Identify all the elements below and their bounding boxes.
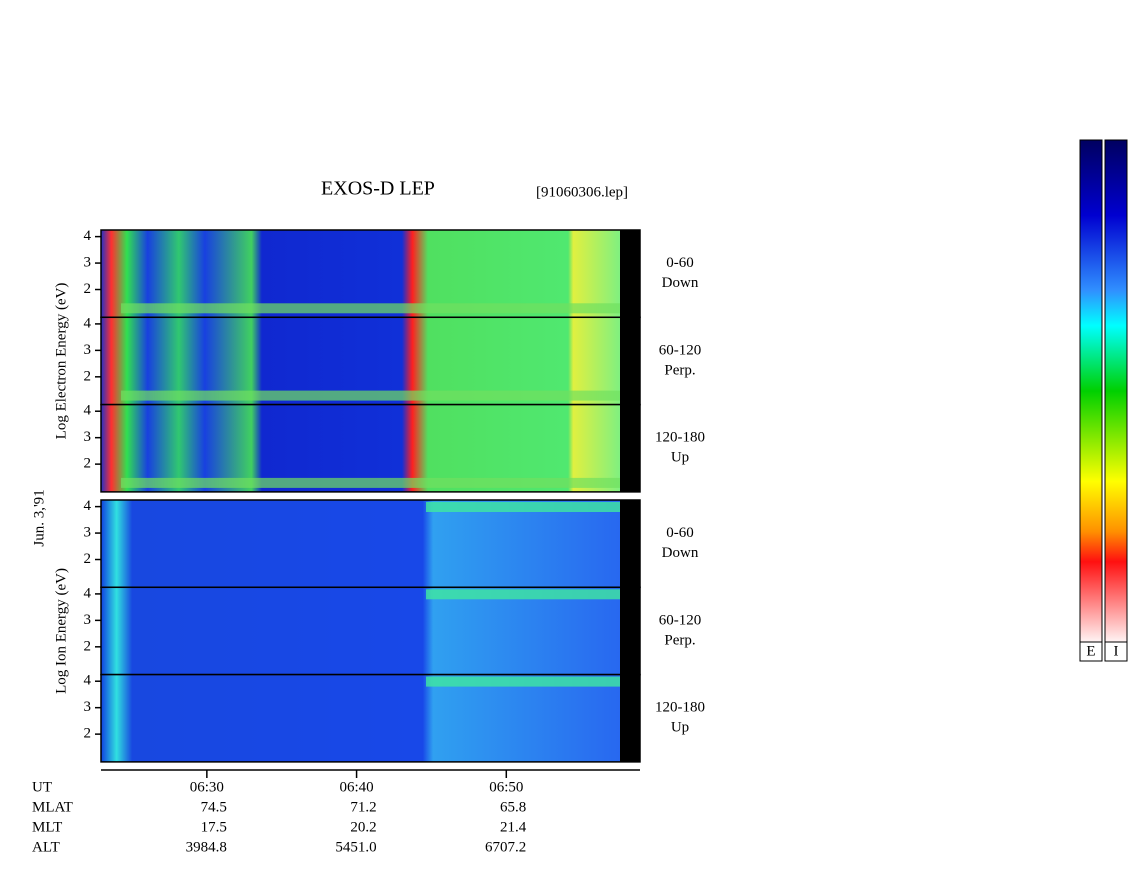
spectrogram-band [426, 589, 620, 600]
spectrogram-image [101, 317, 620, 405]
data-gap [620, 317, 640, 405]
panel-frame [100, 673, 641, 763]
date-label: Jun. 3,'91 [31, 489, 47, 546]
orbit-value: 5451.0 [335, 839, 376, 855]
data-gap [620, 230, 640, 318]
orbit-value: 3984.8 [186, 839, 227, 855]
panel-frame [100, 403, 641, 493]
y-tick-label: 3 [84, 612, 92, 628]
direction-label: Perp. [664, 362, 695, 378]
y-tick-label: 3 [84, 429, 92, 445]
y-tick-label: 2 [84, 638, 92, 654]
colorbar-label-box [1079, 641, 1103, 662]
x-tick-label: 06:50 [489, 779, 523, 795]
angle-label: 60-120 [659, 612, 702, 628]
spectrogram-image [101, 587, 620, 675]
y-tick-label: 3 [84, 342, 92, 358]
data-gap [620, 674, 640, 762]
spectrogram-image [101, 674, 620, 762]
direction-label: Down [662, 545, 699, 561]
spectrogram-band [121, 303, 620, 314]
angle-label: 60-120 [659, 342, 702, 358]
spectrogram-image [101, 404, 620, 492]
data-gap [620, 500, 640, 588]
orbit-value: 20.2 [350, 819, 376, 835]
orbit-value: 65.8 [500, 799, 526, 815]
colorbar [1104, 139, 1128, 643]
orbit-label: ALT [32, 839, 60, 855]
angle-label: 120-180 [655, 430, 705, 446]
colorbar-label: E [1086, 643, 1095, 659]
data-gap [620, 587, 640, 675]
y-axis-label: Log Ion Energy (eV) [53, 568, 69, 694]
y-tick-label: 4 [84, 403, 92, 419]
colorbar-label-box [1104, 641, 1128, 662]
angle-label: 0-60 [666, 255, 694, 271]
angle-label: 120-180 [655, 700, 705, 716]
y-tick-label: 2 [84, 726, 92, 742]
spectrogram-band [426, 676, 620, 687]
y-tick-label: 2 [84, 368, 92, 384]
orbit-value: 21.4 [500, 819, 527, 835]
y-tick-label: 4 [84, 585, 92, 601]
angle-label: 0-60 [666, 525, 694, 541]
y-tick-label: 4 [84, 673, 92, 689]
y-tick-label: 2 [84, 551, 92, 567]
y-tick-label: 3 [84, 525, 92, 541]
orbit-value: 6707.2 [485, 839, 526, 855]
y-tick-label: 2 [84, 456, 92, 472]
y-axis-label: Log Electron Energy (eV) [53, 283, 69, 440]
data-gap [620, 404, 640, 492]
file-name: [91060306.lep] [536, 184, 628, 200]
y-tick-label: 4 [84, 498, 92, 514]
orbit-label: MLAT [32, 799, 73, 815]
spectrogram-band [121, 390, 620, 401]
spectrogram-image [101, 500, 620, 588]
x-tick-label: 06:40 [339, 779, 373, 795]
spectrogram-image [101, 230, 620, 318]
colorbar-label: I [1114, 643, 1119, 659]
y-tick-label: 4 [84, 315, 92, 331]
direction-label: Down [662, 275, 699, 291]
x-tick-label: 06:30 [190, 779, 224, 795]
orbit-label: UT [32, 779, 52, 795]
colorbar [1079, 139, 1103, 643]
direction-label: Perp. [664, 632, 695, 648]
direction-label: Up [671, 720, 689, 736]
chart-title: EXOS-D LEP [321, 178, 435, 200]
orbit-value: 71.2 [350, 799, 376, 815]
direction-label: Up [671, 450, 689, 466]
y-tick-label: 3 [84, 699, 92, 715]
orbit-value: 17.5 [201, 819, 227, 835]
y-tick-label: 4 [84, 228, 92, 244]
orbit-value: 74.5 [201, 799, 227, 815]
spectrogram-band [121, 477, 620, 488]
y-tick-label: 2 [84, 281, 92, 297]
orbit-label: MLT [32, 819, 62, 835]
y-tick-label: 3 [84, 255, 92, 271]
spectrogram-band [426, 502, 620, 512]
